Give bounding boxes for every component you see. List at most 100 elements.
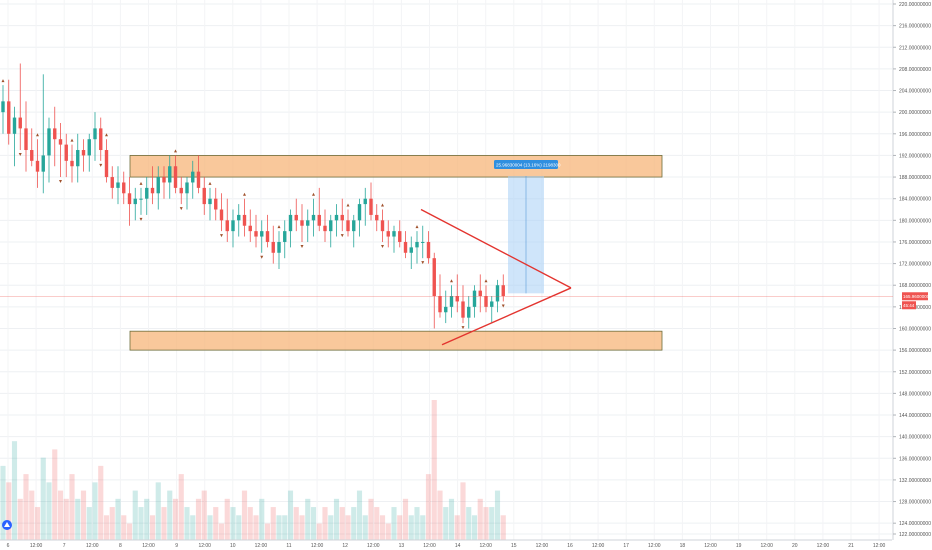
volume-bar	[443, 507, 449, 540]
time-axis[interactable]: 6 12:00 7 12:00 8 12:00 9 12:00 10 12:00 11 12:00 12…	[0, 539, 892, 549]
candle-body	[70, 160, 74, 167]
triangle-pattern	[420, 208, 572, 346]
candle-body	[110, 177, 114, 188]
candle-body	[30, 150, 34, 161]
candle-body	[426, 241, 431, 259]
support-zone	[129, 330, 663, 351]
price-tick-label: 188.00000000	[899, 175, 931, 181]
last-price-box	[902, 292, 928, 301]
time-tick-label: 12	[342, 543, 348, 549]
time-tick-label: 17	[623, 543, 629, 549]
volume-bar	[328, 515, 334, 540]
volume-bar	[149, 515, 156, 540]
candle-body	[467, 306, 471, 318]
volume-bar	[391, 507, 397, 540]
volume-bar	[293, 507, 299, 540]
candle-body	[334, 214, 339, 221]
volume-bar	[264, 523, 271, 540]
price-tick-label: 208.00000000	[899, 67, 931, 73]
price-tick-label: 204.00000000	[899, 89, 931, 95]
candle-body	[317, 214, 321, 226]
candle-body	[346, 220, 350, 232]
volume-bar	[299, 515, 305, 540]
candle-body	[323, 225, 327, 232]
candle-body	[375, 214, 379, 221]
time-tick-label: 12:00	[86, 543, 99, 549]
candle-body	[7, 101, 11, 134]
volume-bar	[362, 515, 368, 540]
fractal-down-marker	[260, 255, 264, 259]
candle-body	[162, 177, 166, 183]
candle-body	[196, 171, 201, 188]
volume-bar	[17, 498, 23, 540]
time-tick-label: 11	[286, 543, 291, 549]
volume-bars	[0, 400, 506, 540]
fractal-up-marker	[243, 192, 246, 196]
candle-body	[398, 231, 402, 242]
time-tick-label: 9	[175, 543, 178, 549]
volume-bar	[236, 515, 242, 540]
candle-body	[81, 150, 86, 156]
volume-bar	[408, 515, 414, 540]
candle-body	[47, 128, 51, 156]
volume-bar	[98, 465, 104, 540]
price-tick-label: 212.00000000	[899, 45, 931, 51]
candle-body	[484, 296, 488, 307]
candle-body	[403, 241, 408, 253]
time-tick-label: 15	[511, 543, 517, 549]
price-tick-label: 148.00000000	[899, 391, 931, 397]
volume-bar	[161, 507, 167, 540]
fractal-up-marker	[174, 149, 177, 153]
resistance-zone	[129, 155, 663, 178]
volume-bar	[46, 482, 52, 540]
candle-body	[133, 198, 137, 205]
price-tick-label: 132.00000000	[899, 478, 931, 484]
candle-body	[122, 182, 126, 194]
candle-body	[185, 182, 189, 194]
candle-body	[179, 187, 183, 194]
volume-bar	[402, 498, 409, 540]
last-price-value: 165.96000000	[903, 294, 932, 299]
candle-body	[127, 193, 132, 205]
volume-bar	[276, 515, 282, 540]
candle-body	[168, 166, 172, 183]
fractal-up-marker	[484, 279, 488, 283]
volume-bar	[471, 515, 478, 540]
time-tick-label: 12:00	[30, 543, 43, 549]
candle-body	[208, 198, 212, 205]
time-tick-label: 12:00	[311, 543, 324, 549]
candle-body	[472, 290, 477, 307]
fractal-up-marker	[381, 203, 384, 207]
volume-bar	[80, 490, 87, 540]
volume-bar	[184, 507, 190, 540]
volume-bar	[282, 515, 288, 540]
volume-bar	[69, 474, 75, 540]
volume-bar	[11, 441, 18, 540]
time-tick-label: 13	[399, 543, 405, 549]
candle-body	[76, 150, 80, 167]
volume-bar	[23, 474, 29, 540]
volume-bar	[431, 400, 437, 540]
candle-body	[254, 231, 258, 237]
triangle-upper-line	[420, 208, 572, 289]
fractal-down-marker	[340, 234, 344, 238]
candle-body	[386, 231, 390, 237]
price-axis[interactable]: 122.00000000 124.00000000 128.00000000 132.…	[892, 0, 931, 540]
price-tick-label: 128.00000000	[899, 500, 931, 506]
candle-body	[340, 214, 344, 221]
price-tick-label: 168.00000000	[899, 283, 931, 289]
fractal-up-marker	[139, 181, 143, 185]
candle-body	[191, 171, 195, 183]
time-tick-label: 12:00	[479, 543, 492, 549]
candle-body	[150, 187, 155, 194]
time-tick-label: 20	[792, 543, 798, 549]
volume-bar	[230, 507, 236, 540]
candle-body	[219, 209, 224, 221]
price-tick-label: 122.00000000	[899, 532, 931, 538]
volume-bar	[34, 507, 41, 540]
candle-body	[311, 214, 316, 221]
time-tick-label: 12:00	[198, 543, 211, 549]
volume-bar	[92, 482, 98, 540]
candle-body	[271, 241, 275, 253]
